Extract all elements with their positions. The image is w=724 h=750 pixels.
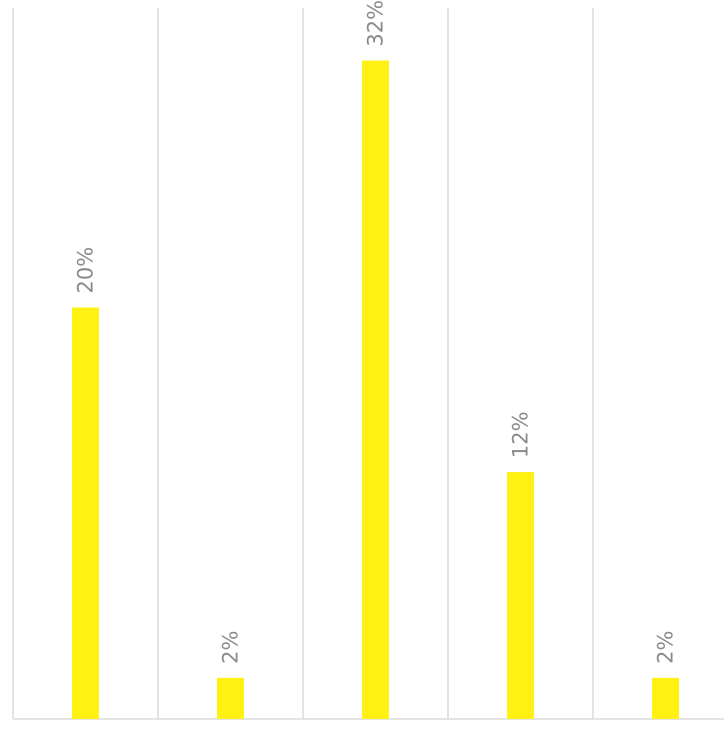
bar-4 bbox=[507, 472, 534, 719]
data-label-3: 32% bbox=[364, 0, 388, 47]
bar-1 bbox=[72, 307, 99, 719]
data-label-4: 12% bbox=[509, 411, 533, 458]
data-label-2: 2% bbox=[219, 631, 243, 664]
data-label-1: 20% bbox=[74, 247, 98, 294]
bars bbox=[72, 60, 679, 720]
bar-5 bbox=[652, 677, 679, 719]
bar-3 bbox=[362, 60, 389, 720]
data-labels: 20% 2% 32% 12% 2% bbox=[74, 0, 678, 664]
data-label-5: 2% bbox=[654, 631, 678, 664]
bar-2 bbox=[217, 677, 244, 719]
